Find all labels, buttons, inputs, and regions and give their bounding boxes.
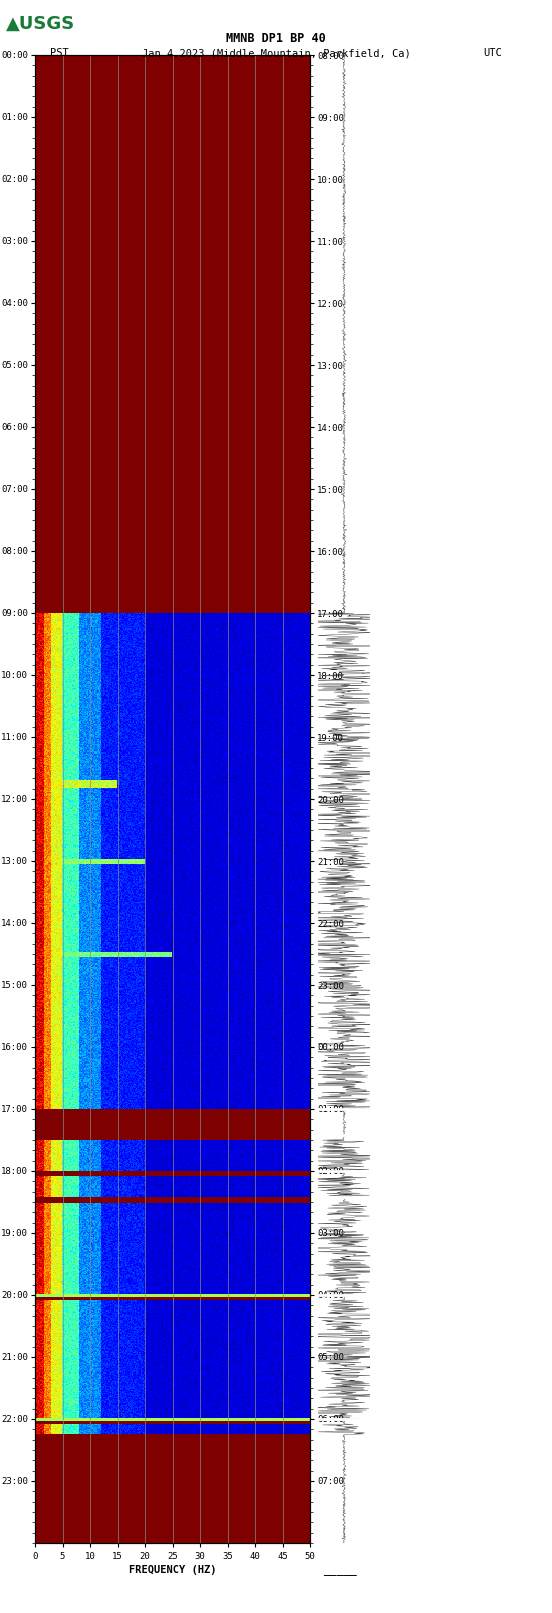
Text: PST: PST <box>50 48 68 58</box>
Text: UTC: UTC <box>484 48 502 58</box>
Text: Jan 4,2023 (Middle Mountain, Parkfield, Ca): Jan 4,2023 (Middle Mountain, Parkfield, … <box>142 48 410 58</box>
Text: MMNB DP1 BP 40: MMNB DP1 BP 40 <box>226 32 326 45</box>
Text: ▲USGS: ▲USGS <box>6 15 75 32</box>
Text: ─────: ───── <box>323 1569 357 1581</box>
X-axis label: FREQUENCY (HZ): FREQUENCY (HZ) <box>129 1565 216 1576</box>
